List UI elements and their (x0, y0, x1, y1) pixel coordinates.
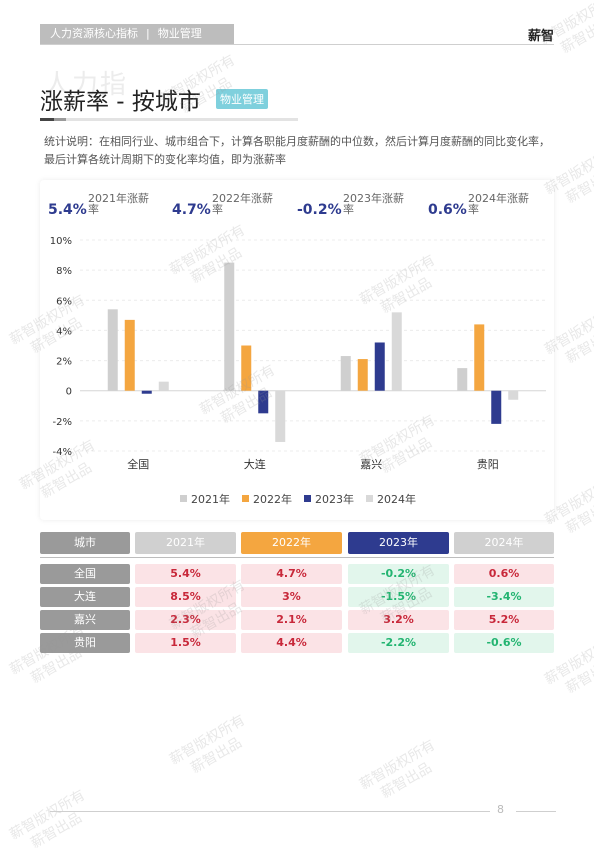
legend-label: 2021年 (191, 492, 230, 506)
table-cell-value: -1.5% (348, 587, 449, 607)
bar-2024年-全国 (158, 381, 169, 391)
table-header-cell: 城市 (40, 532, 130, 554)
bar-2021年-贵阳 (457, 368, 468, 391)
legend-label: 2024年 (377, 492, 416, 506)
salary-increase-bar-chart: 10% 8% 6% 4% 2% 0 -2% -4% 全国 大连 嘉兴 贵阳 2021年 2022年 2023… (50, 236, 546, 506)
stat-value: 4.7% (172, 202, 211, 218)
table-cell-value: -2.2% (348, 633, 449, 653)
table-cell-value: 3.2% (348, 610, 449, 630)
table-header-divider (40, 557, 554, 558)
header-breadcrumb: 人力资源核心指标 | 物业管理 (40, 24, 234, 44)
y-tick-label: 2% (56, 357, 72, 368)
page-title: 涨薪率 - 按城市 (40, 89, 201, 115)
legend-swatch (304, 495, 311, 502)
table-cell-value: 5.2% (454, 610, 554, 630)
ghost-title-text: 人力指 (44, 70, 129, 100)
stat-label: 2022年涨薪率 (212, 192, 273, 216)
y-tick-label: 10% (50, 236, 72, 247)
y-tick-label: -4% (53, 447, 72, 458)
watermark: 薪智版权所有 薪智出品 (357, 736, 448, 809)
watermark: 薪智版权所有 薪智出品 (157, 51, 248, 124)
page-number: 8 (497, 803, 504, 816)
industry-badge: 物业管理 (216, 89, 268, 109)
bar-2022年-贵阳 (474, 324, 485, 391)
legend-swatch (180, 495, 187, 502)
bar-2023年-贵阳 (491, 390, 502, 424)
bar-2021年-大连 (224, 262, 235, 391)
y-tick-label: -2% (53, 417, 72, 428)
bar-2022年-全国 (124, 319, 135, 391)
table-cell-value: 2.1% (241, 610, 342, 630)
x-tick-label: 全国 (127, 457, 149, 471)
brand-logo-text: 薪智 (527, 29, 554, 44)
stat-value: 0.6% (428, 202, 467, 218)
bar-2021年-全国 (107, 309, 118, 391)
y-tick-label: 6% (56, 296, 72, 307)
legend-swatch (366, 495, 373, 502)
bar-2023年-嘉兴 (374, 342, 385, 391)
table-cell-value: -0.6% (454, 633, 554, 653)
stat-label: 2021年涨薪率 (88, 192, 149, 216)
legend-label: 2023年 (315, 492, 354, 506)
bar-2022年-嘉兴 (357, 359, 368, 391)
bar-2024年-贵阳 (508, 390, 519, 400)
legend-swatch (242, 495, 249, 502)
x-tick-label: 贵阳 (477, 458, 499, 471)
bar-2023年-全国 (141, 390, 152, 394)
table-row-city: 贵阳 (40, 633, 130, 653)
y-tick-label: 8% (56, 266, 72, 277)
table-cell-value: 3% (241, 587, 342, 607)
table-cell-value: 0.6% (454, 564, 554, 584)
legend-label: 2022年 (253, 492, 292, 506)
stat-note: 统计说明：在相同行业、城市组合下，计算各职能月度薪酬的中位数，然后计算月度薪酬的… (44, 135, 550, 166)
table-cell-value: -3.4% (454, 587, 554, 607)
y-tick-label: 4% (56, 326, 72, 337)
table-cell-value: 2.3% (135, 610, 236, 630)
footer-line (516, 811, 556, 812)
header-subsection: 物业管理 (157, 27, 202, 40)
table-cell-value: 4.4% (241, 633, 342, 653)
stat-label: 2023年涨薪率 (343, 192, 404, 216)
header-separator: | (146, 27, 150, 40)
bar-2023年-大连 (258, 390, 269, 414)
footer-line (50, 811, 490, 812)
table-cell-value: 4.7% (241, 564, 342, 584)
table-row-city: 大连 (40, 587, 130, 607)
bar-2022年-大连 (241, 345, 252, 391)
stat-label: 2024年涨薪率 (468, 192, 529, 216)
header-section: 人力资源核心指标 (50, 27, 138, 40)
watermark: 薪智版权所有 薪智出品 (7, 786, 98, 859)
watermark: 薪智版权所有 薪智出品 (167, 711, 258, 784)
table-header-cell: 2024年 (454, 532, 554, 554)
x-tick-label: 大连 (244, 457, 266, 471)
bar-2024年-嘉兴 (391, 312, 402, 391)
stat-value: 5.4% (48, 202, 87, 218)
table-cell-value: 8.5% (135, 587, 236, 607)
header-divider (40, 44, 554, 45)
table-cell-value: -0.2% (348, 564, 449, 584)
watermark: 薪智版权所有 薪智出品 (537, 0, 594, 65)
bar-2021年-嘉兴 (340, 356, 351, 391)
table-header-cell: 2021年 (135, 532, 236, 554)
x-tick-label: 嘉兴 (360, 457, 382, 471)
table-cell-value: 5.4% (135, 564, 236, 584)
table-row-city: 嘉兴 (40, 610, 130, 630)
stat-value: -0.2% (297, 202, 342, 218)
y-tick-label: 0 (66, 387, 72, 398)
table-row-city: 全国 (40, 564, 130, 584)
table-header-cell: 2023年 (348, 532, 449, 554)
title-underline (40, 118, 298, 121)
bar-2024年-大连 (275, 390, 286, 442)
table-header-cell: 2022年 (241, 532, 342, 554)
table-cell-value: 1.5% (135, 633, 236, 653)
